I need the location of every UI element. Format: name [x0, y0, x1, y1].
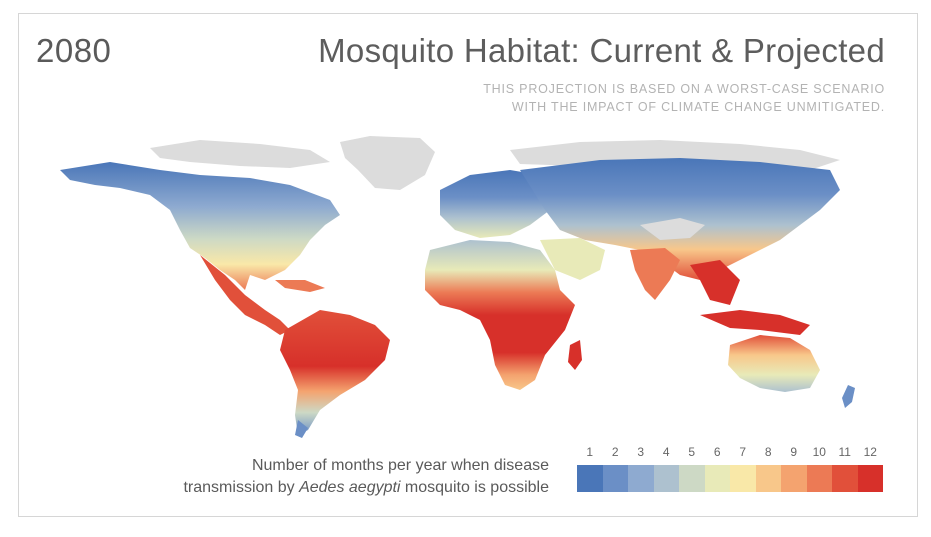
tibet-no-data: [640, 218, 705, 240]
legend-swatch-6: [704, 465, 730, 492]
legend-swatch-11: [832, 465, 858, 492]
legend-swatch-5: [679, 465, 705, 492]
legend-swatch-4: [653, 465, 679, 492]
middle-east: [540, 238, 605, 280]
australia: [728, 335, 820, 392]
legend-swatch-10: [806, 465, 832, 492]
year-label: 2080: [36, 32, 112, 69]
madagascar: [568, 340, 582, 370]
legend-label-4: 4: [662, 445, 670, 459]
indonesia: [700, 310, 810, 335]
arctic-islands: [150, 140, 330, 168]
africa: [425, 240, 575, 390]
legend-label-9: 9: [790, 445, 798, 459]
legend-label-5: 5: [688, 445, 696, 459]
legend-labels: 1 2 3 4 5 6 7 8 9 10 11 12: [577, 445, 883, 463]
south-america: [280, 310, 390, 435]
greenland: [340, 136, 435, 190]
patagonia: [295, 420, 308, 438]
north-america: [60, 162, 340, 290]
legend-swatch-8: [755, 465, 781, 492]
legend-swatch-2: [602, 465, 628, 492]
legend-swatch-3: [628, 465, 654, 492]
central-america: [200, 255, 290, 335]
caption-line-2-prefix: transmission by: [183, 479, 300, 496]
new-zealand: [842, 385, 855, 408]
legend-label-10: 10: [812, 445, 826, 459]
color-legend: 1 2 3 4 5 6 7 8 9 10 11 12: [577, 445, 883, 492]
caption-line-1: Number of months per year when disease: [251, 457, 549, 474]
legend-label-11: 11: [838, 445, 851, 459]
caption-line-2: transmission by Aedes aegypti mosquito i…: [79, 477, 549, 499]
legend-label-7: 7: [739, 445, 747, 459]
species-name: Aedes aegypti: [299, 479, 401, 496]
legend-label-12: 12: [863, 445, 877, 459]
legend-label-6: 6: [713, 445, 721, 459]
legend-bar: [577, 465, 883, 492]
subtitle-line-2: WITH THE IMPACT OF CLIMATE CHANGE UNMITI…: [511, 100, 885, 114]
legend-label-8: 8: [764, 445, 772, 459]
legend-caption: Number of months per year when disease t…: [79, 455, 549, 499]
legend-label-1: 1: [586, 445, 594, 459]
europe: [440, 170, 560, 238]
india: [630, 248, 680, 300]
legend-swatch-1: [577, 465, 603, 492]
legend-swatch-12: [857, 465, 883, 492]
legend-swatch-9: [781, 465, 807, 492]
subtitle: THIS PROJECTION IS BASED ON A WORST-CASE…: [365, 80, 885, 116]
southeast-asia: [690, 260, 740, 305]
caribbean: [275, 280, 325, 292]
legend-label-3: 3: [637, 445, 645, 459]
legend-label-2: 2: [611, 445, 619, 459]
legend-swatch-7: [730, 465, 756, 492]
world-map: [60, 136, 855, 438]
caption-line-2-suffix: mosquito is possible: [400, 479, 549, 496]
subtitle-line-1: THIS PROJECTION IS BASED ON A WORST-CASE…: [483, 82, 885, 96]
page-title: Mosquito Habitat: Current & Projected: [318, 32, 885, 69]
